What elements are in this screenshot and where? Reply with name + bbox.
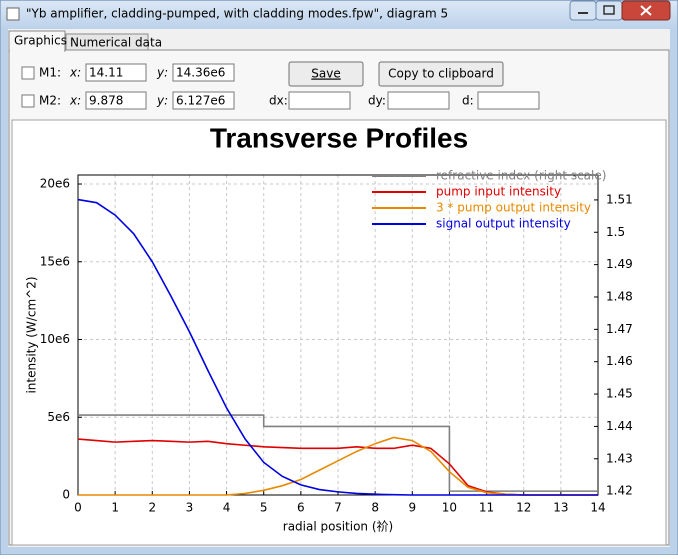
series-line bbox=[78, 414, 598, 492]
y2-tick-label: 1.45 bbox=[606, 387, 633, 401]
legend-label: refractive index (right scale) bbox=[436, 169, 606, 183]
field-label: x: bbox=[69, 94, 81, 108]
input-value: 14.11 bbox=[89, 66, 123, 80]
field-label: d: bbox=[462, 94, 474, 108]
button-label: Copy to clipboard bbox=[388, 67, 494, 81]
minimize-button[interactable] bbox=[569, 0, 597, 21]
text-input[interactable] bbox=[172, 63, 235, 82]
field-label: dx: bbox=[269, 94, 288, 108]
y2-tick-label: 1.46 bbox=[606, 354, 633, 368]
tab-label: Numerical data bbox=[70, 36, 162, 50]
plot-frame bbox=[77, 174, 599, 496]
x-tick-label: 1 bbox=[111, 501, 119, 515]
y2-tick-label: 1.5 bbox=[606, 225, 625, 239]
y-tick-label: 15e6 bbox=[40, 254, 70, 268]
x-tick-label: 9 bbox=[408, 501, 416, 515]
text-input[interactable] bbox=[85, 91, 147, 110]
text-input[interactable] bbox=[172, 91, 235, 110]
y-tick-label: 5e6 bbox=[47, 410, 70, 424]
checkbox[interactable] bbox=[21, 66, 35, 80]
x-tick-label: 0 bbox=[74, 501, 82, 515]
y2-tick-label: 1.49 bbox=[606, 257, 633, 271]
y-tick-label: 0 bbox=[62, 488, 70, 502]
x-tick-label: 6 bbox=[297, 501, 305, 515]
plot: 0 1 2 3 4 5 6 7 8 9 10 11 12 13 1405e610e615e620e61.42… bbox=[40, 169, 633, 515]
y2-tick-label: 1.51 bbox=[606, 192, 633, 206]
chart-area bbox=[11, 119, 667, 546]
x-tick-label: 11 bbox=[479, 501, 494, 515]
field-label: y: bbox=[156, 66, 168, 80]
input-value: 9.878 bbox=[89, 94, 123, 108]
checkbox[interactable] bbox=[21, 94, 35, 108]
button-label: Save bbox=[311, 67, 340, 81]
x-tick-label: 8 bbox=[371, 501, 379, 515]
x-tick-label: 2 bbox=[148, 501, 156, 515]
y-axis-label: intensity (W/cm^2) bbox=[25, 276, 39, 393]
input-value: 6.127e6 bbox=[176, 94, 225, 108]
y-tick-label: 20e6 bbox=[40, 177, 70, 191]
legend-label: pump input intensity bbox=[436, 185, 561, 199]
maximize-button[interactable] bbox=[595, 0, 623, 21]
y-tick-label: 10e6 bbox=[40, 332, 70, 346]
series-line bbox=[77, 198, 598, 496]
x-tick-label: 4 bbox=[223, 501, 231, 515]
y2-tick-label: 1.43 bbox=[606, 451, 633, 465]
y2-tick-label: 1.47 bbox=[606, 322, 633, 336]
app-icon bbox=[6, 7, 20, 21]
button[interactable] bbox=[378, 61, 504, 87]
input-value: 14.36e6 bbox=[176, 66, 225, 80]
x-tick-label: 3 bbox=[186, 501, 194, 515]
marker-label: M1: bbox=[39, 66, 61, 80]
text-input[interactable] bbox=[85, 63, 147, 82]
tab-label: Graphics bbox=[14, 34, 67, 48]
x-tick-label: 14 bbox=[590, 501, 605, 515]
x-axis-label: radial position (祄) bbox=[283, 519, 393, 534]
legend-label: 3 * pump output intensity bbox=[436, 201, 591, 215]
chart-title: Transverse Profiles bbox=[210, 122, 468, 153]
text-input[interactable] bbox=[288, 91, 351, 110]
tab-joint bbox=[10, 49, 64, 52]
x-tick-label: 7 bbox=[334, 501, 342, 515]
field-label: dy: bbox=[368, 94, 386, 108]
field-label: y: bbox=[156, 94, 168, 108]
button[interactable] bbox=[288, 61, 364, 87]
text-input[interactable] bbox=[387, 91, 450, 110]
field-label: x: bbox=[69, 66, 81, 80]
y2-tick-label: 1.44 bbox=[606, 419, 633, 433]
text-input[interactable] bbox=[477, 91, 540, 110]
x-tick-label: 12 bbox=[516, 501, 531, 515]
x-tick-label: 10 bbox=[442, 501, 457, 515]
title-bar bbox=[1, 1, 677, 29]
y2-tick-label: 1.48 bbox=[606, 289, 633, 303]
x-tick-label: 13 bbox=[553, 501, 568, 515]
y2-tick-label: 1.42 bbox=[606, 484, 633, 498]
x-tick-label: 5 bbox=[260, 501, 268, 515]
legend-label: signal output intensity bbox=[436, 217, 571, 231]
window-title: "Yb amplifier, cladding-pumped, with cla… bbox=[26, 7, 448, 21]
marker-label: M2: bbox=[39, 94, 61, 108]
maximize-icon bbox=[603, 5, 615, 15]
close-icon bbox=[640, 5, 652, 16]
